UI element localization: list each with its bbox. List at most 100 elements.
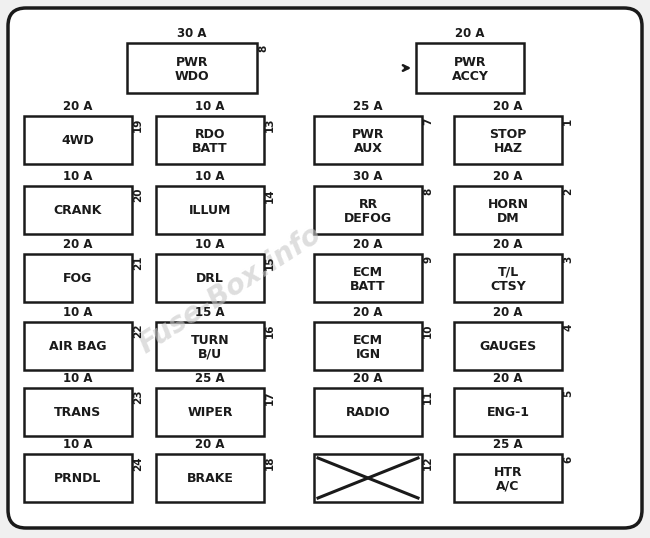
Bar xyxy=(314,322,422,370)
Bar xyxy=(454,254,562,302)
Text: CTSY: CTSY xyxy=(490,280,526,293)
Text: 20 A: 20 A xyxy=(195,438,225,451)
Bar xyxy=(314,186,422,234)
Text: 20 A: 20 A xyxy=(63,238,93,251)
Text: B/U: B/U xyxy=(198,348,222,360)
Text: 20 A: 20 A xyxy=(63,100,93,113)
Text: BATT: BATT xyxy=(350,280,386,293)
Text: TRANS: TRANS xyxy=(55,406,101,419)
Text: DM: DM xyxy=(497,211,519,224)
Text: TURN: TURN xyxy=(190,334,229,346)
Text: 8: 8 xyxy=(258,45,268,52)
Bar xyxy=(24,388,132,436)
Text: 4WD: 4WD xyxy=(62,133,94,146)
Text: 20 A: 20 A xyxy=(493,372,523,385)
Bar xyxy=(127,43,257,93)
Bar xyxy=(454,388,562,436)
Text: T/L: T/L xyxy=(497,265,519,279)
Text: ECM: ECM xyxy=(353,265,383,279)
Bar xyxy=(454,186,562,234)
Text: 15: 15 xyxy=(265,256,275,271)
Bar xyxy=(156,388,264,436)
Bar xyxy=(24,186,132,234)
Text: IGN: IGN xyxy=(356,348,380,360)
Text: 20 A: 20 A xyxy=(493,100,523,113)
Bar xyxy=(314,454,422,502)
Bar xyxy=(454,116,562,164)
Text: ILLUM: ILLUM xyxy=(188,203,231,216)
Bar xyxy=(454,322,562,370)
Bar xyxy=(24,116,132,164)
Bar xyxy=(24,454,132,502)
Bar xyxy=(454,454,562,502)
Text: BATT: BATT xyxy=(192,141,227,154)
Text: 20 A: 20 A xyxy=(353,306,383,319)
Text: 7: 7 xyxy=(423,118,433,125)
Text: 5: 5 xyxy=(563,390,573,397)
Bar xyxy=(24,322,132,370)
Text: 1: 1 xyxy=(563,118,573,125)
Text: DRL: DRL xyxy=(196,272,224,285)
Text: 20 A: 20 A xyxy=(493,306,523,319)
Text: 10 A: 10 A xyxy=(195,238,225,251)
Text: 10 A: 10 A xyxy=(63,438,93,451)
Text: 10 A: 10 A xyxy=(63,170,93,183)
Text: ECM: ECM xyxy=(353,334,383,346)
Text: 25 A: 25 A xyxy=(195,372,225,385)
Text: 12: 12 xyxy=(423,456,433,471)
Text: HORN: HORN xyxy=(488,197,528,210)
Text: 3: 3 xyxy=(563,256,573,263)
Bar xyxy=(314,254,422,302)
Text: GAUGES: GAUGES xyxy=(480,339,537,352)
Text: A/C: A/C xyxy=(497,479,520,492)
Text: CRANK: CRANK xyxy=(54,203,102,216)
Text: 25 A: 25 A xyxy=(353,100,383,113)
Text: DEFOG: DEFOG xyxy=(344,211,392,224)
Text: 20 A: 20 A xyxy=(493,238,523,251)
Text: BRAKE: BRAKE xyxy=(187,471,233,485)
Text: FOG: FOG xyxy=(63,272,93,285)
Text: PWR: PWR xyxy=(176,55,208,68)
Text: 6: 6 xyxy=(563,456,573,463)
Bar xyxy=(156,116,264,164)
Text: 24: 24 xyxy=(133,456,143,471)
Text: RADIO: RADIO xyxy=(346,406,390,419)
Text: 4: 4 xyxy=(563,324,573,331)
Text: RR: RR xyxy=(358,197,378,210)
Bar xyxy=(156,454,264,502)
Text: 11: 11 xyxy=(423,390,433,405)
Bar xyxy=(156,186,264,234)
Text: 2: 2 xyxy=(563,188,573,195)
Text: 20 A: 20 A xyxy=(493,170,523,183)
Text: AUX: AUX xyxy=(354,141,382,154)
Text: STOP: STOP xyxy=(489,128,526,140)
Text: 18: 18 xyxy=(265,456,275,471)
Bar xyxy=(314,388,422,436)
Text: 10 A: 10 A xyxy=(195,100,225,113)
Text: 30 A: 30 A xyxy=(177,27,207,40)
Text: WIPER: WIPER xyxy=(187,406,233,419)
Text: 15 A: 15 A xyxy=(195,306,225,319)
Text: HTR: HTR xyxy=(494,465,523,478)
Text: 16: 16 xyxy=(265,324,275,338)
Text: 10 A: 10 A xyxy=(63,372,93,385)
Text: 21: 21 xyxy=(133,256,143,271)
Bar xyxy=(416,43,524,93)
Text: 17: 17 xyxy=(265,390,275,405)
Text: 9: 9 xyxy=(423,256,433,263)
Text: 23: 23 xyxy=(133,390,143,405)
Text: 25 A: 25 A xyxy=(493,438,523,451)
Text: 20 A: 20 A xyxy=(455,27,485,40)
Text: HAZ: HAZ xyxy=(493,141,523,154)
Text: 13: 13 xyxy=(265,118,275,132)
Text: ENG-1: ENG-1 xyxy=(486,406,530,419)
Text: 20: 20 xyxy=(133,188,143,202)
Text: 22: 22 xyxy=(133,324,143,338)
Text: 10 A: 10 A xyxy=(195,170,225,183)
FancyBboxPatch shape xyxy=(8,8,642,528)
Text: 20 A: 20 A xyxy=(353,372,383,385)
Text: 20 A: 20 A xyxy=(353,238,383,251)
Bar xyxy=(156,322,264,370)
Text: WDO: WDO xyxy=(175,69,209,82)
Text: 19: 19 xyxy=(133,118,143,132)
